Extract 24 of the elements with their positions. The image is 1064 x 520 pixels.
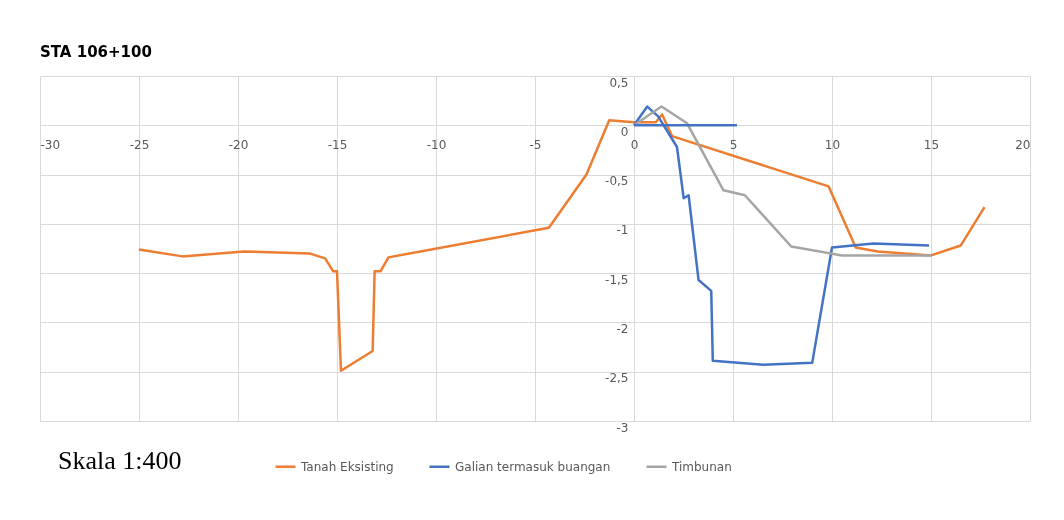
- legend-label: Galian termasuk buangan: [455, 459, 611, 474]
- x-tick-label: 5: [729, 137, 738, 152]
- x-tick-label: -20: [228, 137, 249, 152]
- y-tick-label: -2: [616, 321, 629, 336]
- y-tick-label: -0,5: [605, 174, 629, 189]
- legend-label: Tanah Eksisting: [300, 459, 394, 474]
- text: Skala 1:400: [58, 446, 182, 475]
- x-tick-label: -5: [529, 137, 542, 152]
- y-tick-label: -3: [616, 420, 629, 435]
- x-tick-label: -25: [129, 137, 150, 152]
- x-tick-label: 20: [1015, 137, 1031, 152]
- x-tick-label: -10: [426, 137, 447, 152]
- y-tick-label: -2,5: [605, 371, 629, 386]
- y-tick-label: 0,5: [609, 75, 629, 90]
- y-tick-label: -1: [616, 223, 629, 238]
- x-tick-label: 15: [923, 137, 940, 152]
- chart-title: STA 106+100: [40, 43, 152, 61]
- legend-label: Timbunan: [671, 459, 732, 474]
- x-tick-label: -30: [40, 137, 61, 152]
- x-tick-label: 10: [824, 137, 841, 152]
- x-tick-label: -15: [327, 137, 348, 152]
- y-tick-label: -1,5: [605, 272, 629, 287]
- x-tick-label: 0: [630, 137, 639, 152]
- y-tick-label: 0: [620, 124, 629, 139]
